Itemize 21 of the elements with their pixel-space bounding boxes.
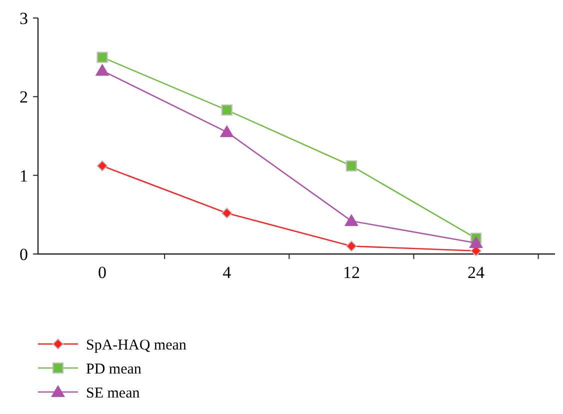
point: [96, 52, 108, 63]
point: [95, 64, 110, 76]
point: [346, 160, 358, 172]
x-tick-label: 24: [468, 263, 486, 282]
legend-label: SE mean: [86, 385, 140, 402]
y-tick-label: 1: [20, 166, 28, 186]
point: [346, 240, 357, 252]
point: [221, 104, 232, 116]
legend-label: PD mean: [86, 361, 142, 378]
legend-label: SpA-HAQ mean: [86, 337, 187, 354]
point: [220, 125, 234, 138]
point: [469, 236, 484, 248]
y-tick-label: 2: [20, 88, 28, 107]
point: [344, 214, 358, 226]
y-tick-label: 0: [20, 244, 28, 264]
x-tick-label: 0: [98, 263, 107, 282]
point: [96, 160, 108, 172]
x-tick-label: 12: [342, 263, 360, 282]
y-tick-label: 3: [20, 8, 28, 28]
point: [221, 208, 232, 219]
x-tick-label: 4: [222, 263, 232, 282]
